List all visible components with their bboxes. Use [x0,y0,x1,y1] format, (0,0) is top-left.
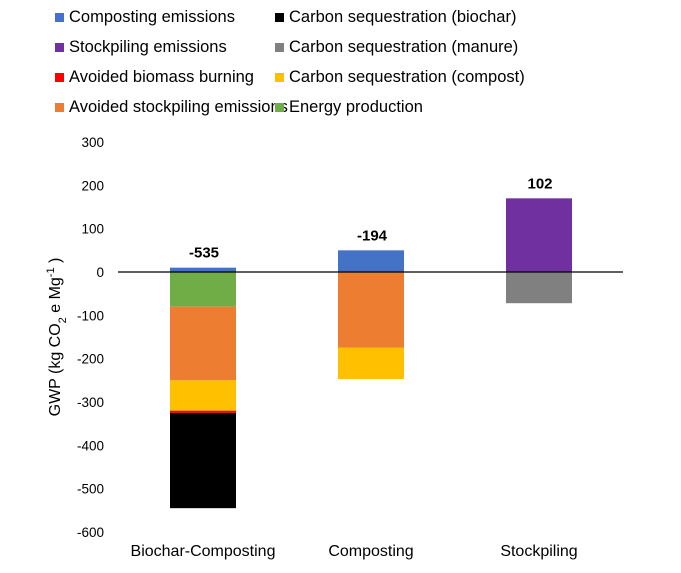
y-tick-label: -200 [77,352,104,367]
legend-item-energy-production: Energy production [275,98,423,117]
legend-label: Energy production [289,98,423,116]
total-label-composting: -194 [357,227,388,244]
bar-biochar-composting-avoided-stockpiling-emissions [170,306,236,381]
bar-biochar-composting-carbon-sequestration-biochar [170,412,236,509]
legend-item-avoided-stockpiling-emissions: Avoided stockpiling emissions [55,98,288,117]
chart-legend: Composting emissions Stockpiling emission… [55,8,655,126]
bar-biochar-composting-energy-production [170,272,236,307]
legend-item-composting-emissions: Composting emissions [55,8,235,27]
legend-swatch [275,103,284,112]
bar-biochar-composting-carbon-sequestration-compost [170,380,236,411]
y-tick-label: -100 [77,308,104,323]
legend-label: Stockpiling emissions [69,38,227,56]
legend-label: Composting emissions [69,8,235,26]
legend-swatch [275,73,284,82]
legend-item-carbon-sequestration-manure: Carbon sequestration (manure) [275,38,518,57]
legend-label: Carbon sequestration (biochar) [289,8,517,26]
y-tick-label: 200 [81,178,104,193]
bar-stockpiling-carbon-sequestration-manure [506,272,572,304]
bars [170,198,572,509]
total-label-biochar-composting: -535 [189,245,219,262]
legend-label: Avoided biomass burning [69,68,254,86]
bar-composting-avoided-stockpiling-emissions [338,272,404,348]
legend-swatch [55,43,64,52]
bar-biochar-composting-composting-emissions [170,267,236,272]
x-label-composting: Composting [328,543,413,560]
y-tick-label: 100 [81,222,104,237]
y-tick-label: -400 [77,438,104,453]
bar-stockpiling-stockpiling-emissions [506,198,572,272]
legend-swatch [275,13,284,22]
legend-swatch [275,43,284,52]
y-axis-ticks: 300 200 100 0 -100 -200 -300 -400 -500 -600 [77,135,104,540]
bar-biochar-composting-avoided-biomass-burning [170,410,236,413]
x-axis-labels: Biochar-Composting Composting Stockpiling [131,543,578,560]
y-tick-label: 300 [81,135,104,150]
total-labels: -535 -194 102 [189,175,553,261]
legend-swatch [55,13,64,22]
legend-item-stockpiling-emissions: Stockpiling emissions [55,38,227,57]
y-tick-label: 0 [96,265,104,280]
y-tick-label: -300 [77,395,104,410]
legend-label: Carbon sequestration (manure) [289,38,519,56]
y-axis-label: GWP (kg CO2 e Mg-1 ) [45,258,69,417]
legend-swatch [55,103,64,112]
legend-item-avoided-biomass-burning: Avoided biomass burning [55,68,254,87]
bar-composting-carbon-sequestration-compost [338,347,404,380]
x-label-biochar-composting: Biochar-Composting [131,543,276,560]
legend-item-carbon-sequestration-compost: Carbon sequestration (compost) [275,68,525,87]
legend-item-carbon-sequestration-biochar: Carbon sequestration (biochar) [275,8,516,27]
legend-swatch [55,73,64,82]
bar-composting-composting-emissions [338,250,404,272]
y-tick-label: -500 [77,482,104,497]
legend-label: Avoided stockpiling emissions [69,98,288,116]
legend-label: Carbon sequestration (compost) [289,68,525,86]
x-label-stockpiling: Stockpiling [500,543,577,560]
total-label-stockpiling: 102 [527,175,552,192]
y-tick-label: -600 [77,525,104,540]
